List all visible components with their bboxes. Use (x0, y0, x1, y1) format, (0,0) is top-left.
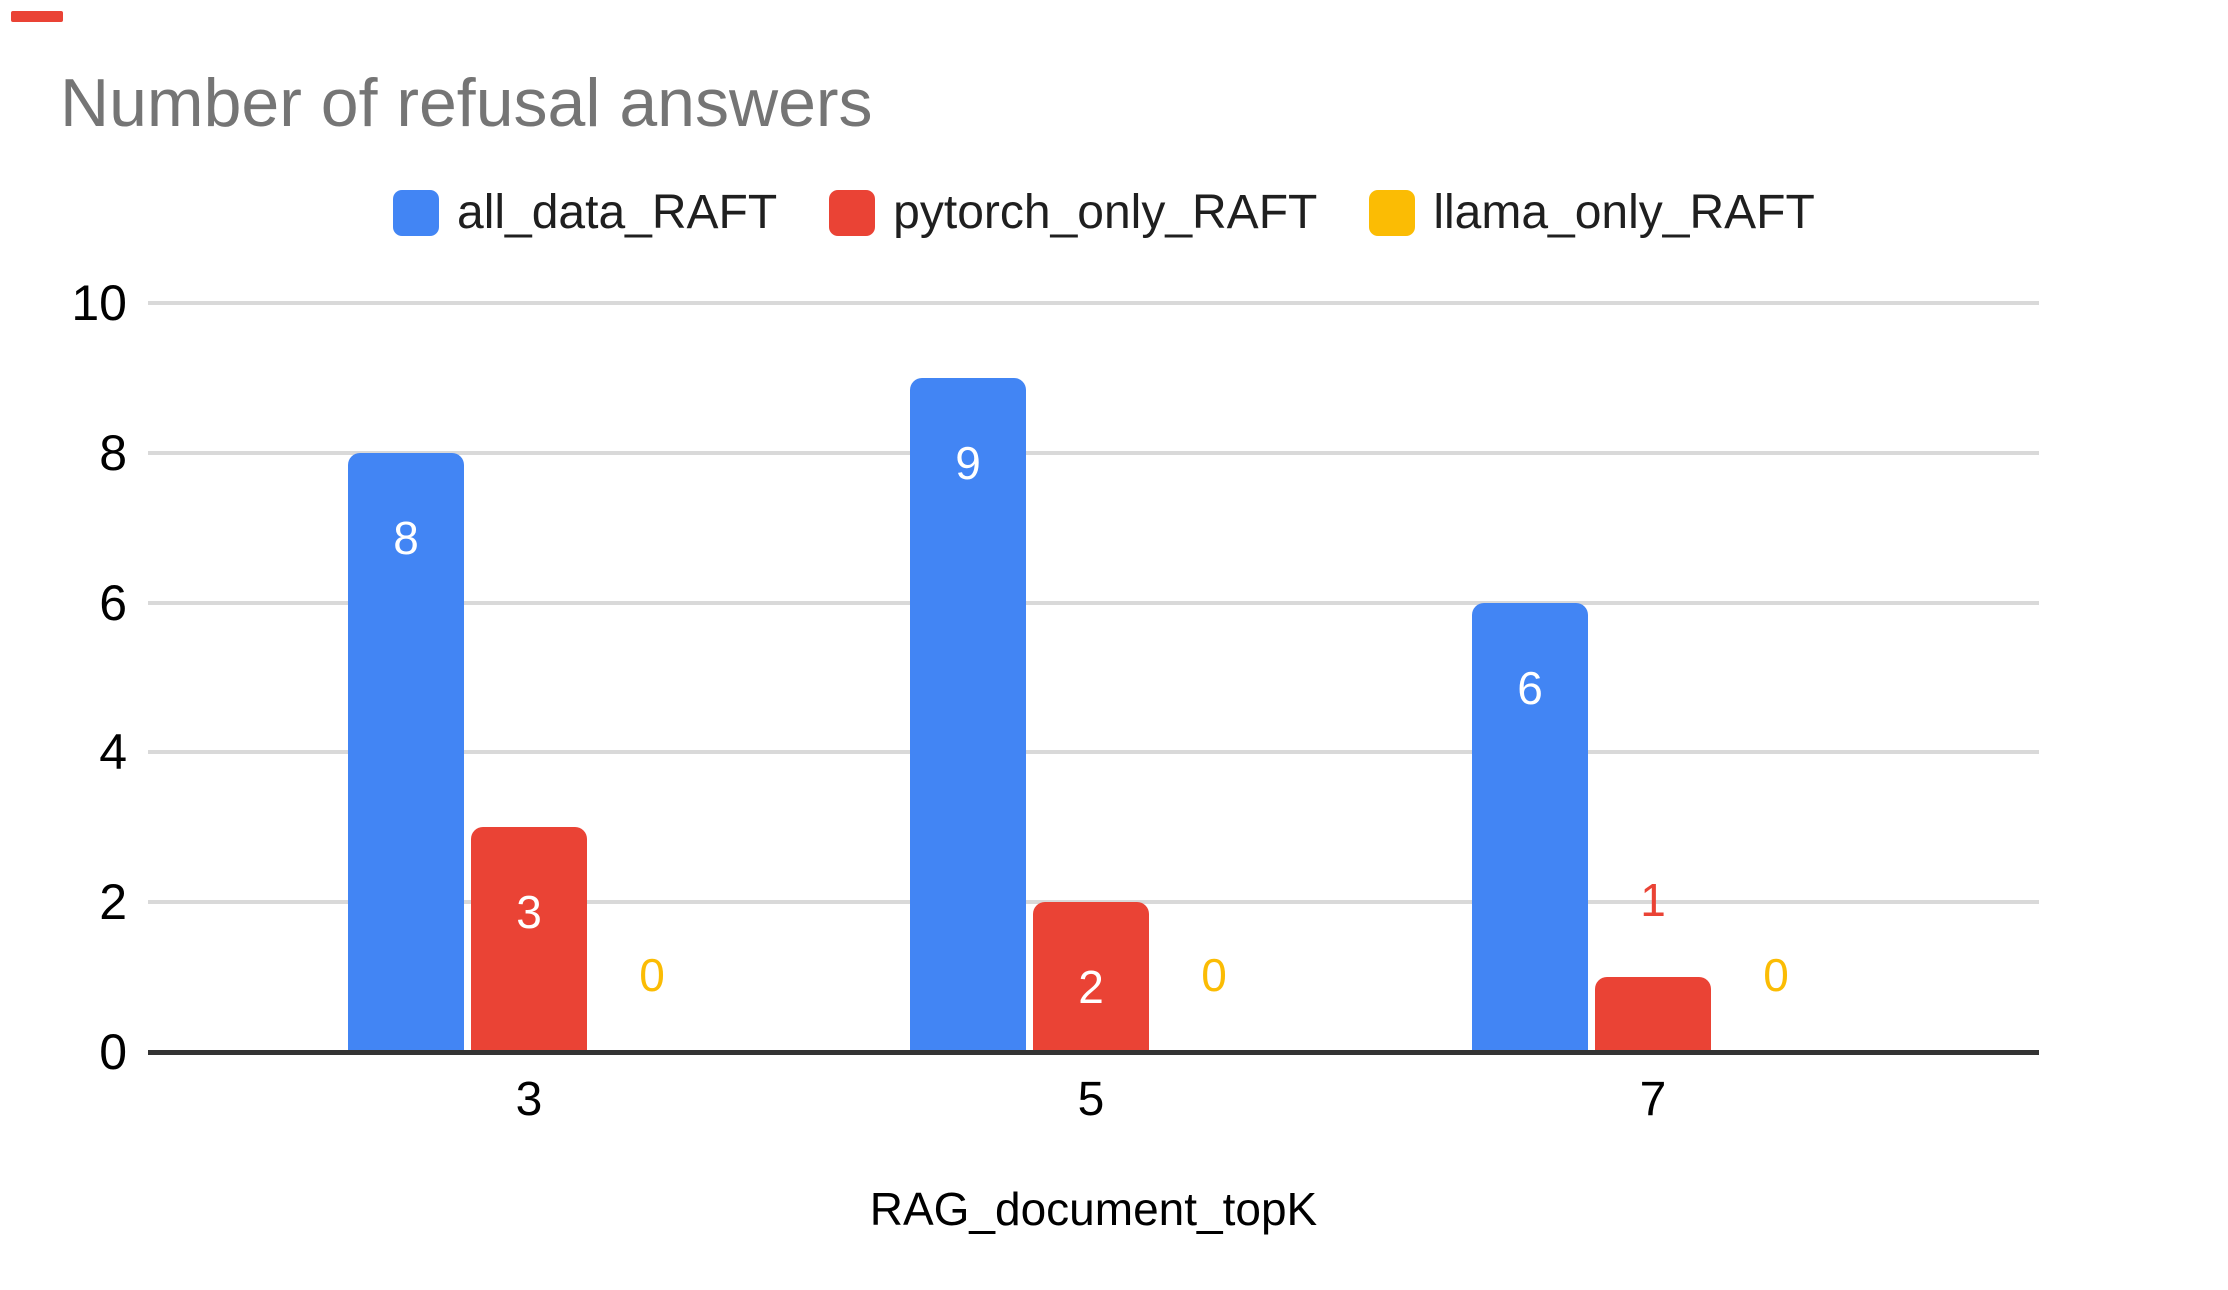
bar-value-label: 3 (516, 886, 542, 938)
chart-title: Number of refusal answers (60, 65, 873, 141)
y-tick-label: 6 (99, 575, 127, 631)
gridline (148, 451, 2039, 455)
x-tick-label: 3 (515, 1073, 543, 1126)
bar-value-label: 1 (1640, 874, 1666, 926)
legend-label: llama_only_RAFT (1433, 186, 1815, 239)
x-tick-label: 5 (1077, 1073, 1105, 1126)
y-tick-label: 2 (99, 874, 127, 930)
legend-swatch-icon (393, 190, 439, 236)
legend-label: all_data_RAFT (457, 186, 778, 239)
y-tick-label: 0 (99, 1024, 127, 1080)
x-axis-title: RAG_document_topK (869, 1183, 1318, 1235)
legend-item-all_data_RAFT: all_data_RAFT (393, 186, 778, 239)
bar-all_data_RAFT (910, 378, 1026, 1052)
red-dash-marker (11, 11, 63, 22)
x-tick-label: 7 (1639, 1073, 1667, 1126)
bar-all_data_RAFT (348, 453, 464, 1052)
y-tick-label: 8 (99, 425, 127, 481)
gridline (148, 750, 2039, 754)
bar-value-label: 0 (1763, 949, 1789, 1001)
bar-pytorch_only_RAFT (1595, 977, 1711, 1052)
gridline (148, 601, 2039, 605)
bar-value-label: 0 (1201, 949, 1227, 1001)
legend-swatch-icon (829, 190, 876, 236)
gridline (148, 301, 2039, 305)
legend-item-pytorch_only_RAFT: pytorch_only_RAFT (829, 186, 1318, 239)
legend-item-llama_only_RAFT: llama_only_RAFT (1369, 186, 1815, 239)
y-tick-label: 4 (99, 724, 127, 780)
bar-value-label: 8 (393, 512, 419, 564)
bar-value-label: 6 (1517, 662, 1543, 714)
chart-legend: all_data_RAFT pytorch_only_RAFT llama_only… (393, 186, 1815, 239)
x-axis-line (148, 1050, 2039, 1055)
bar-value-label: 2 (1078, 961, 1104, 1013)
legend-label: pytorch_only_RAFT (893, 186, 1318, 239)
y-tick-label: 10 (71, 275, 127, 331)
bar-all_data_RAFT (1472, 603, 1588, 1052)
bar-value-label: 9 (955, 437, 981, 489)
bar-pytorch_only_RAFT (1033, 902, 1149, 1052)
bar-value-label: 0 (639, 949, 665, 1001)
legend-swatch-icon (1369, 190, 1416, 236)
bar-pytorch_only_RAFT (471, 827, 587, 1052)
